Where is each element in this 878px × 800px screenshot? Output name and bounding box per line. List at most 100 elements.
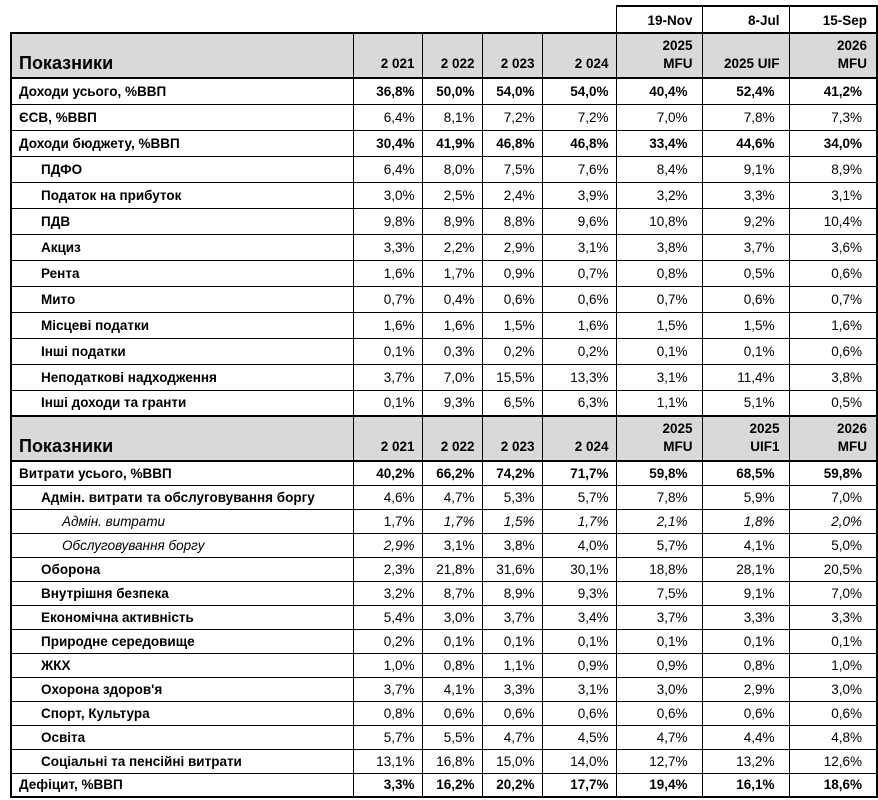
- value-cell-text: 9,8%: [383, 213, 415, 229]
- row-label-text: Неподаткові надходження: [41, 369, 217, 385]
- value-cell: 0,6%: [788, 337, 878, 365]
- value-cell-text: 20,2%: [496, 777, 535, 793]
- value-cell: 2,1%: [615, 508, 703, 534]
- row-label: ЄСВ, %ВВП: [10, 103, 354, 131]
- value-cell-text: 3,8%: [656, 239, 688, 255]
- value-cell-text: 0,7%: [577, 265, 609, 281]
- column-header: 2 022: [421, 415, 483, 462]
- value-cell-text: 46,8%: [496, 135, 535, 151]
- value-cell-text: 0,7%: [383, 291, 415, 307]
- value-cell: 8,4%: [615, 155, 703, 183]
- value-cell-text: 1,0%: [383, 657, 415, 673]
- value-cell: 0,1%: [421, 628, 483, 654]
- value-cell: 3,8%: [615, 233, 703, 261]
- value-cell: 46,8%: [541, 129, 617, 157]
- column-header-text: 2025: [662, 38, 693, 53]
- value-cell: 0,6%: [541, 285, 617, 313]
- value-cell: 0,1%: [481, 628, 543, 654]
- value-cell: 6,4%: [352, 155, 423, 183]
- value-cell: 34,0%: [788, 129, 878, 157]
- value-cell-text: 5,7%: [577, 489, 609, 505]
- value-cell-text: 7,0%: [443, 369, 475, 385]
- column-header: 2 022: [421, 32, 483, 79]
- column-header: 2025 UIF1: [701, 415, 790, 462]
- table-row: Охорона здоров'я 3,7% 4,1% 3,3% 3,1% 3,0% 2,9%…: [10, 676, 878, 702]
- row-label-text: Інші податки: [41, 343, 126, 359]
- value-cell: 1,0%: [352, 652, 423, 678]
- column-header: 2026 MFU: [788, 32, 878, 79]
- value-cell-text: 10,4%: [823, 213, 862, 229]
- value-cell-text: 0,3%: [443, 343, 475, 359]
- value-cell: 30,4%: [352, 129, 423, 157]
- value-cell: 7,8%: [701, 103, 790, 131]
- table-row: Внутрішня безпека 3,2% 8,7% 8,9% 9,3% 7,5% 9,1…: [10, 580, 878, 606]
- value-cell: 4,4%: [701, 724, 790, 750]
- value-cell: 2,9%: [701, 676, 790, 702]
- value-cell-text: 59,8%: [649, 465, 688, 481]
- value-cell: 8,1%: [421, 103, 483, 131]
- value-cell: 0,6%: [701, 285, 790, 313]
- row-label: Інші податки: [10, 337, 354, 365]
- value-cell-text: 3,7%: [503, 609, 535, 625]
- column-header-text: UIF1: [750, 439, 780, 454]
- value-cell-text: 4,4%: [743, 729, 775, 745]
- value-cell: 2,3%: [352, 556, 423, 582]
- table-row: Доходи усього, %ВВП 36,8% 50,0% 54,0% 54,0% 4…: [10, 77, 878, 105]
- value-cell: 10,8%: [615, 207, 703, 235]
- row-label: Місцеві податки: [10, 311, 354, 339]
- value-cell-text: 7,0%: [656, 109, 688, 125]
- value-cell: 41,2%: [788, 77, 878, 105]
- value-cell-text: 3,1%: [577, 239, 609, 255]
- value-cell: 1,0%: [788, 652, 878, 678]
- value-cell-text: 15,0%: [496, 753, 535, 769]
- value-cell: 19,4%: [615, 772, 703, 798]
- value-cell: 1,7%: [541, 508, 617, 534]
- value-cell: 20,5%: [788, 556, 878, 582]
- value-cell-text: 13,3%: [570, 369, 609, 385]
- value-cell: 8,9%: [481, 580, 543, 606]
- value-cell-text: 9,3%: [443, 395, 475, 411]
- value-cell-text: 54,0%: [496, 83, 535, 99]
- value-cell: 17,7%: [541, 772, 617, 798]
- row-label: Адмін. витрати: [10, 508, 354, 534]
- value-cell-text: 33,4%: [649, 135, 688, 151]
- value-cell-text: 31,6%: [496, 561, 535, 577]
- value-cell: 6,4%: [352, 103, 423, 131]
- column-header-text: 2026: [836, 421, 867, 436]
- row-label-text: Акциз: [41, 239, 81, 255]
- value-cell: 7,5%: [615, 580, 703, 606]
- value-cell: 41,9%: [421, 129, 483, 157]
- value-cell-text: 0,2%: [577, 343, 609, 359]
- value-cell-text: 2,9%: [383, 537, 415, 553]
- row-label: ЖКХ: [10, 652, 354, 678]
- value-cell-text: 7,5%: [503, 161, 535, 177]
- value-cell: 4,7%: [615, 724, 703, 750]
- row-label-text: Доходи бюджету, %ВВП: [19, 135, 180, 151]
- value-cell: 21,8%: [421, 556, 483, 582]
- table-row: Інші доходи та гранти 0,1% 9,3% 6,5% 6,3% 1,1…: [10, 389, 878, 417]
- value-cell-text: 6,4%: [383, 109, 415, 125]
- value-cell: 2,0%: [788, 508, 878, 534]
- value-cell: 7,0%: [615, 103, 703, 131]
- value-cell: 7,2%: [541, 103, 617, 131]
- value-cell: 15,0%: [481, 748, 543, 774]
- table-row: Доходи бюджету, %ВВП 30,4% 41,9% 46,8% 46,8%…: [10, 129, 878, 157]
- value-cell-text: 2,0%: [831, 513, 862, 529]
- value-cell: 4,8%: [788, 724, 878, 750]
- value-cell: 0,9%: [541, 652, 617, 678]
- value-cell: 6,5%: [481, 389, 543, 417]
- value-cell: 0,1%: [352, 389, 423, 417]
- value-cell-text: 41,2%: [823, 83, 862, 99]
- value-cell-text: 3,0%: [831, 681, 862, 697]
- value-cell-text: 3,8%: [831, 369, 862, 385]
- value-cell: 1,6%: [541, 311, 617, 339]
- value-cell-text: 4,6%: [383, 489, 415, 505]
- value-cell: 0,5%: [788, 389, 878, 417]
- value-cell-text: 0,8%: [743, 657, 775, 673]
- value-cell: 40,4%: [615, 77, 703, 105]
- value-cell: 1,8%: [701, 508, 790, 534]
- value-cell: 0,6%: [421, 700, 483, 726]
- table-row: Неподаткові надходження 3,7% 7,0% 15,5% 13,3…: [10, 363, 878, 391]
- column-header-text: 2 024: [574, 56, 609, 71]
- value-cell: 3,0%: [788, 676, 878, 702]
